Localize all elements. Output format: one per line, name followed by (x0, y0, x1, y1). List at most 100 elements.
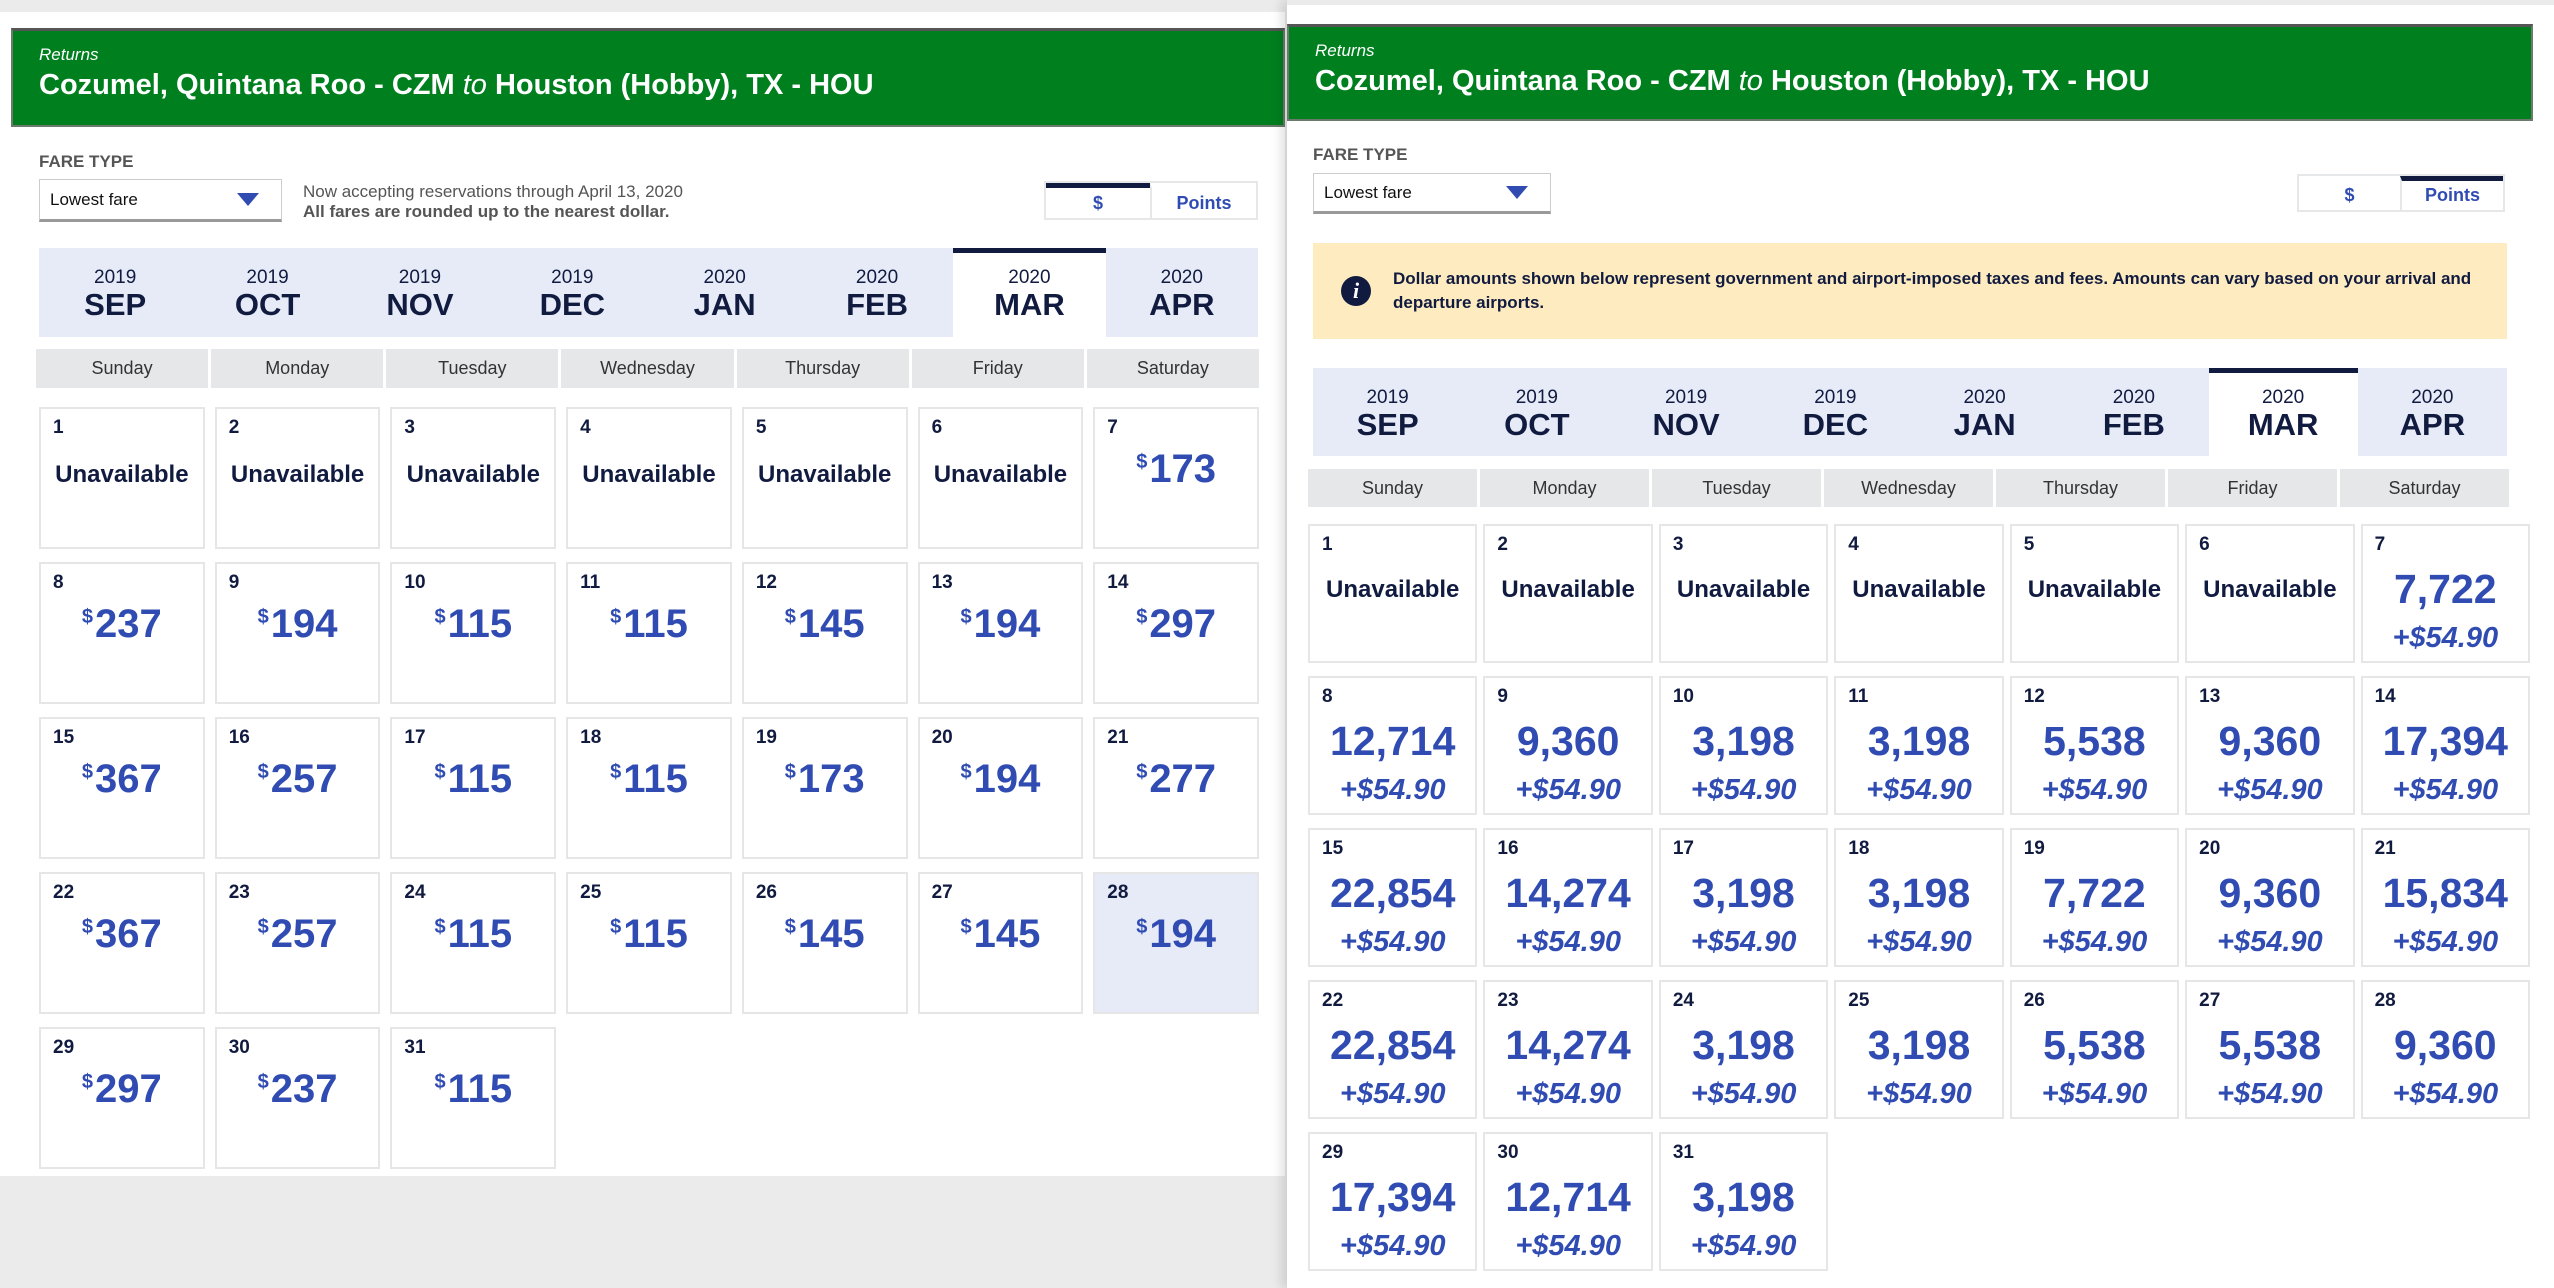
calendar-day-cell[interactable]: 23 $257 (214, 872, 381, 1014)
calendar-day-cell: 6 Unavailable (2185, 524, 2355, 663)
calendar-day-cell[interactable]: 8 12,714 +$54.90 (1308, 676, 1478, 815)
calendar-day-cell[interactable]: 19 $173 (741, 717, 908, 859)
day-number: 20 (931, 727, 953, 748)
tab-month-mar[interactable]: 2020 MAR (2208, 368, 2358, 456)
tab-month-apr[interactable]: 2020 APR (1106, 248, 1258, 337)
calendar-day-cell[interactable]: 31 3,198 +$54.90 (1658, 1132, 1829, 1271)
tab-month-nov[interactable]: 2019 NOV (344, 248, 496, 337)
tab-month-dec[interactable]: 2019 DEC (1761, 368, 1910, 456)
price-value: 237 (270, 1067, 338, 1111)
calendar-day-cell[interactable]: 10 $115 (390, 562, 557, 704)
calendar-day-cell[interactable]: 28 9,360 +$54.90 (2360, 980, 2530, 1119)
calendar-day-cell[interactable]: 29 $297 (39, 1027, 205, 1169)
calendar-day-cell[interactable]: 13 9,360 +$54.90 (2185, 676, 2355, 815)
points-value: 9,360 (2218, 870, 2322, 916)
day-number: 23 (228, 882, 250, 903)
unavailable-label: Unavailable (406, 461, 540, 488)
unavailable-label: Unavailable (55, 461, 189, 488)
tab-month-jan[interactable]: 2020 JAN (1910, 368, 2059, 456)
tab-month-apr[interactable]: 2020 APR (2358, 368, 2507, 456)
tab-month-sep[interactable]: 2019 SEP (1313, 368, 1462, 456)
calendar-day-cell[interactable]: 28 $194 (1093, 872, 1259, 1014)
calendar-day-cell[interactable]: 21 15,834 +$54.90 (2360, 828, 2530, 967)
calendar-day-cell[interactable]: 24 3,198 +$54.90 (1658, 980, 1829, 1119)
tab-month-sep[interactable]: 2019 SEP (39, 248, 191, 337)
tab-month-jan[interactable]: 2020 JAN (649, 248, 801, 337)
currency-symbol: $ (434, 1071, 446, 1093)
calendar-day-cell[interactable]: 24 $115 (390, 872, 557, 1014)
currency-symbol: $ (610, 606, 622, 628)
calendar-day-cell[interactable]: 30 12,714 +$54.90 (1483, 1132, 1653, 1271)
day-number: 5 (2023, 534, 2035, 555)
fare-type-select[interactable]: Lowest fare (1313, 173, 1551, 214)
calendar-day-cell[interactable]: 31 $115 (390, 1027, 557, 1169)
calendar-day-cell[interactable]: 29 17,394 +$54.90 (1308, 1132, 1478, 1271)
tab-month-oct[interactable]: 2019 OCT (1462, 368, 1611, 456)
calendar-day-cell[interactable]: 25 3,198 +$54.90 (1834, 980, 2004, 1119)
calendar-day-cell[interactable]: 17 3,198 +$54.90 (1658, 828, 1829, 967)
calendar-day-cell[interactable]: 27 5,538 +$54.90 (2185, 980, 2355, 1119)
fare-price: $257 (217, 912, 379, 957)
day-number: 19 (755, 727, 777, 748)
points-value: 3,198 (1692, 1022, 1795, 1068)
points-toggle-button[interactable]: Points (2400, 176, 2503, 210)
tab-month-feb[interactable]: 2020 FEB (801, 248, 953, 337)
calendar-day-cell[interactable]: 16 14,274 +$54.90 (1483, 828, 1653, 967)
tab-month-nov[interactable]: 2019 NOV (1612, 368, 1761, 456)
calendar-day-cell[interactable]: 25 $115 (566, 872, 732, 1014)
points-value: 12,714 (1330, 718, 1456, 764)
unavailable-label: Unavailable (933, 461, 1068, 488)
tab-month-mar[interactable]: 2020 MAR (953, 248, 1106, 337)
calendar-day-cell[interactable]: 15 22,854 +$54.90 (1308, 828, 1478, 967)
calendar-day-cell[interactable]: 11 $115 (566, 562, 732, 704)
calendar-day-cell[interactable]: 20 $194 (917, 717, 1084, 859)
calendar-day-cell[interactable]: 12 $145 (741, 562, 908, 704)
calendar-day-cell[interactable]: 18 3,198 +$54.90 (1834, 828, 2004, 967)
calendar-day-cell[interactable]: 22 $367 (39, 872, 205, 1014)
day-number: 9 (228, 572, 240, 593)
calendar-day-cell[interactable]: 15 $367 (39, 717, 205, 859)
day-number: 20 (2199, 838, 2221, 859)
day-number: 5 (755, 417, 767, 438)
unavailable-label: Unavailable (1852, 576, 1986, 603)
dollar-toggle-button[interactable]: $ (1046, 183, 1150, 218)
calendar-day-cell[interactable]: 30 $237 (214, 1027, 381, 1169)
calendar-day-cell[interactable]: 22 22,854 +$54.90 (1308, 980, 1478, 1119)
tab-month-oct[interactable]: 2019 OCT (191, 248, 343, 337)
calendar-day-cell[interactable]: 19 7,722 +$54.90 (2009, 828, 2180, 967)
calendar-day-cell[interactable]: 26 5,538 +$54.90 (2009, 980, 2180, 1119)
calendar-day-cell[interactable]: 9 9,360 +$54.90 (1483, 676, 1653, 815)
calendar-day-cell[interactable]: 23 14,274 +$54.90 (1483, 980, 1653, 1119)
fare-price: $145 (920, 912, 1082, 957)
currency-symbol: $ (1136, 916, 1148, 938)
points-toggle-button[interactable]: Points (1150, 183, 1256, 218)
calendar-day-cell[interactable]: 18 $115 (566, 717, 732, 859)
calendar-day-cell[interactable]: 27 $145 (917, 872, 1084, 1014)
tab-month-dec[interactable]: 2019 DEC (496, 248, 648, 337)
calendar-day-cell[interactable]: 10 3,198 +$54.90 (1658, 676, 1829, 815)
price-value: 257 (270, 912, 338, 956)
calendar-day-cell[interactable]: 8 $237 (39, 562, 205, 704)
calendar-day-cell[interactable]: 7 $173 (1093, 407, 1259, 549)
calendar-day-cell[interactable]: 12 5,538 +$54.90 (2009, 676, 2180, 815)
calendar-day-cell[interactable]: 7 7,722 +$54.90 (2360, 524, 2530, 663)
taxes-fee: +$54.90 (1515, 1230, 1621, 1262)
calendar-day-cell[interactable]: 9 $194 (214, 562, 381, 704)
calendar-day-cell[interactable]: 17 $115 (390, 717, 557, 859)
calendar-day-cell[interactable]: 26 $145 (741, 872, 908, 1014)
fare-type-select[interactable]: Lowest fare (39, 179, 282, 222)
month-name: NOV (386, 287, 454, 322)
tab-month-feb[interactable]: 2020 FEB (2059, 368, 2208, 456)
calendar-day-cell[interactable]: 16 $257 (214, 717, 381, 859)
calendar-day-cell[interactable]: 20 9,360 +$54.90 (2185, 828, 2355, 967)
points-value: 22,854 (1330, 870, 1456, 916)
weekday-monday: Monday (211, 349, 384, 388)
calendar-day-cell[interactable]: 13 $194 (917, 562, 1084, 704)
calendar-day-cell[interactable]: 21 $277 (1093, 717, 1259, 859)
dollar-toggle-button[interactable]: $ (2344, 185, 2355, 205)
calendar-day-cell: 2 Unavailable (1483, 524, 1653, 663)
price-value: 194 (973, 602, 1041, 646)
calendar-day-cell[interactable]: 14 $297 (1093, 562, 1259, 704)
calendar-day-cell[interactable]: 11 3,198 +$54.90 (1834, 676, 2004, 815)
calendar-day-cell[interactable]: 14 17,394 +$54.90 (2360, 676, 2530, 815)
